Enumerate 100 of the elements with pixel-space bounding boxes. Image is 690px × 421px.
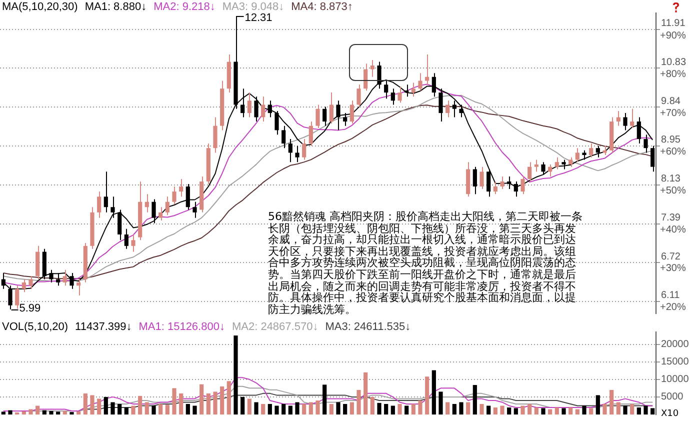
bar: [302, 404, 306, 414]
bar: [274, 406, 279, 414]
text: MA4: 8.873↑: [291, 1, 353, 13]
bar: [1, 412, 6, 414]
text: MA2: 24867.570↓: [232, 321, 318, 333]
bar: [56, 412, 60, 414]
y2-tick-label: +40%: [660, 224, 686, 236]
bar: [623, 406, 628, 414]
y2-tick-label: +50%: [660, 186, 686, 197]
bar: [234, 336, 238, 414]
bar: [630, 404, 634, 414]
bar: [83, 393, 88, 414]
text: 11437.399↓: [75, 321, 132, 333]
bar: [616, 402, 620, 414]
y-tick-label: 20000: [661, 339, 690, 350]
bar: [220, 386, 224, 414]
bar: [548, 409, 552, 414]
bar: [575, 409, 580, 414]
bar: [568, 407, 573, 414]
bar: [308, 402, 313, 414]
bar: [200, 384, 204, 414]
bar: [42, 410, 46, 414]
bar: [226, 381, 231, 414]
bar: [206, 393, 210, 414]
bar: [49, 410, 54, 414]
y-tick-label: 7.39: [661, 212, 681, 224]
text: MA1: 15126.800↓: [138, 321, 225, 333]
bar: [582, 406, 586, 414]
bar: [124, 407, 128, 414]
y-tick-label: 10000: [661, 374, 690, 386]
bar: [8, 410, 12, 414]
bar: [459, 402, 464, 414]
bar: [541, 408, 546, 414]
bar: [158, 404, 163, 414]
bar: [152, 406, 156, 414]
bar: [514, 408, 518, 414]
y2-tick-label: +30%: [660, 263, 686, 274]
bar: [452, 404, 456, 414]
bar: [411, 404, 416, 414]
legend-title: MA(5,10,20,30): [2, 1, 78, 13]
y2-tick-label: +60%: [660, 146, 686, 158]
y2-tick-label: +80%: [660, 69, 686, 80]
bar: [404, 406, 409, 414]
text: MA3: 9.048↓: [222, 1, 284, 13]
bar: [76, 411, 81, 414]
bar: [322, 384, 327, 414]
bar: [370, 396, 374, 414]
bar: [104, 396, 108, 414]
bar: [480, 404, 484, 414]
bar: [486, 406, 491, 414]
bar: [364, 372, 368, 414]
bar: [22, 411, 26, 414]
bar: [589, 408, 594, 414]
bar: [186, 404, 190, 414]
bar: [528, 404, 532, 414]
bar: [418, 400, 422, 414]
bar: [268, 404, 272, 414]
bar: [247, 398, 252, 414]
bar: [520, 406, 525, 414]
bar: [350, 402, 354, 414]
bar: [384, 404, 388, 414]
bar: [493, 407, 498, 414]
bar: [282, 404, 286, 414]
y2-tick-label: +20%: [660, 302, 686, 313]
y2-tick-label: +90%: [660, 30, 686, 42]
bar: [446, 402, 450, 414]
bar: [28, 409, 33, 414]
bar: [131, 406, 136, 414]
bar: [144, 402, 149, 414]
bar: [472, 385, 477, 414]
bar: [192, 406, 197, 414]
y-tick-label: 9.84: [661, 96, 681, 107]
bar: [110, 402, 115, 414]
legend-title: VOL(5,10,20): [2, 321, 68, 333]
bar: [90, 395, 94, 414]
y-tick-label: 8.95: [661, 134, 681, 146]
bar: [179, 393, 184, 414]
text: MA2: 9.218↓: [154, 1, 216, 13]
bar: [507, 407, 512, 414]
bar: [644, 406, 648, 414]
text: 56黯然销魂 高档阳夹阴：股价高档走出大阳线，第二天即被一条长阴（包括埋没线、阴包阳、下拖线）所吞没，第三天多头再发余威，奋力拉高，却只能拉出一根切入线，通常暗示股价已到达天价区，只要接下来再出现覆盖线，投资者就应考虑出局。该组合中多方攻势连续两次被空头成功阻截，呈现高位阴阳震荡的态势。当第四天股价下跌至前一阳线开盘价之下时，通常就是最后出局机会，随之而来的回调走势有可能非常凌厉，投资者不得不防。具体操作中，投资者要认真研究个股基本面和消息面，以提防主力骗线洗筹。: [268, 210, 582, 316]
bar: [398, 404, 402, 414]
bar: [295, 402, 300, 414]
y-tick-label: 6.72: [661, 251, 681, 262]
bar: [97, 398, 102, 414]
bar: [438, 392, 443, 414]
bar: [432, 370, 436, 414]
bar: [329, 404, 334, 414]
bar: [596, 395, 600, 414]
y-tick-label: 6.11: [661, 290, 680, 302]
bar: [138, 396, 142, 414]
bar: [610, 390, 614, 414]
bar: [602, 404, 607, 414]
bar: [288, 406, 292, 414]
bar: [377, 402, 382, 414]
bar: [425, 376, 430, 414]
bar: [213, 392, 218, 414]
bar: [636, 407, 641, 414]
bar: [172, 388, 176, 414]
y-tick-label: 5000: [661, 392, 684, 403]
